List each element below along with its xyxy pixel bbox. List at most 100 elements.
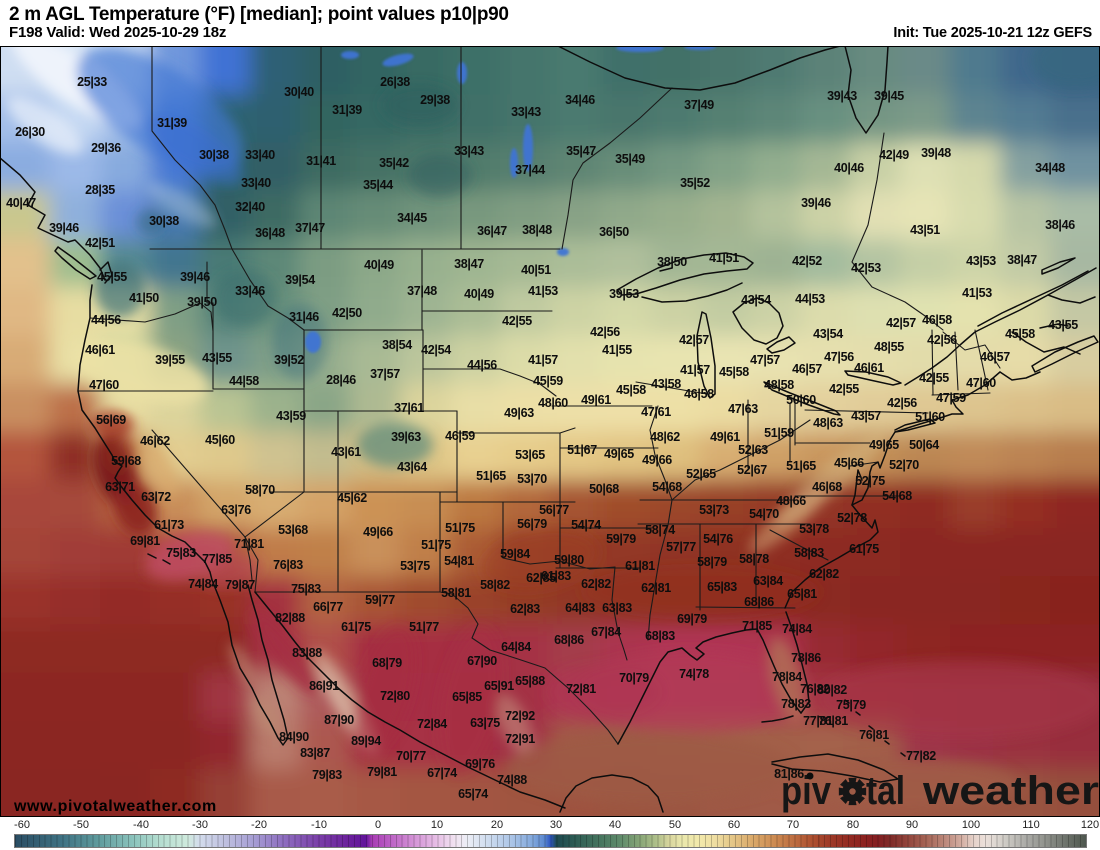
svg-text:41|51: 41|51 [709,251,739,265]
svg-text:www.pivotalweather.com: www.pivotalweather.com [13,798,217,815]
svg-text:49|65: 49|65 [604,447,634,461]
svg-text:39|63: 39|63 [391,430,421,444]
svg-text:30|40: 30|40 [284,85,314,99]
svg-text:63|83: 63|83 [602,601,632,615]
svg-text:58|79: 58|79 [697,555,727,569]
svg-text:69|76: 69|76 [465,757,495,771]
svg-text:45|59: 45|59 [533,374,563,388]
svg-text:78|86: 78|86 [791,651,821,665]
svg-text:74|88: 74|88 [497,773,527,787]
svg-text:45|62: 45|62 [337,491,367,505]
svg-text:51|75: 51|75 [445,521,475,535]
svg-text:37|47: 37|47 [295,221,325,235]
svg-text:45|58: 45|58 [1005,327,1035,341]
svg-text:50|60: 50|60 [786,393,816,407]
svg-text:42|57: 42|57 [679,333,709,347]
svg-text:61|75: 61|75 [849,542,879,556]
svg-text:39|50: 39|50 [187,295,217,309]
svg-text:75|79: 75|79 [836,698,866,712]
svg-text:83|88: 83|88 [292,646,322,660]
svg-text:65|88: 65|88 [515,674,545,688]
svg-text:56|79: 56|79 [517,517,547,531]
svg-text:70|77: 70|77 [396,749,426,763]
svg-text:72|92: 72|92 [505,709,535,723]
svg-text:29|38: 29|38 [420,93,450,107]
svg-text:38|46: 38|46 [1045,218,1075,232]
svg-text:59|68: 59|68 [111,454,141,468]
svg-text:61|75: 61|75 [341,620,371,634]
svg-text:62|85: 62|85 [526,571,556,585]
svg-text:29|36: 29|36 [91,141,121,155]
svg-text:39|46: 39|46 [801,196,831,210]
svg-text:26|38: 26|38 [380,75,410,89]
svg-text:40|46: 40|46 [834,161,864,175]
svg-text:71|81: 71|81 [234,537,264,551]
svg-text:33|40: 33|40 [241,176,271,190]
svg-text:67|74: 67|74 [427,766,457,780]
svg-text:weather: weather [922,769,1099,813]
svg-text:46|58: 46|58 [922,313,952,327]
svg-text:52|63: 52|63 [738,443,768,457]
svg-text:53|75: 53|75 [400,559,430,573]
svg-text:39|55: 39|55 [155,353,185,367]
svg-text:77|81: 77|81 [803,714,833,728]
svg-text:46|61: 46|61 [85,343,115,357]
svg-text:61|83: 61|83 [541,569,571,583]
svg-text:43|53: 43|53 [966,254,996,268]
svg-text:65|83: 65|83 [707,580,737,594]
svg-text:43|57: 43|57 [851,409,881,423]
svg-text:53|78: 53|78 [799,522,829,536]
svg-text:43|54: 43|54 [741,293,771,307]
svg-text:37|57: 37|57 [370,367,400,381]
svg-text:43|54: 43|54 [813,327,843,341]
svg-text:62|82: 62|82 [581,577,611,591]
svg-text:72|81: 72|81 [566,682,596,696]
svg-text:77|82: 77|82 [906,749,936,763]
svg-text:79|87: 79|87 [225,578,255,592]
svg-text:42|49: 42|49 [879,148,909,162]
svg-text:81|86: 81|86 [774,767,804,781]
svg-text:31|46: 31|46 [289,310,319,324]
svg-text:tal: tal [866,769,905,813]
svg-text:43|51: 43|51 [910,223,940,237]
svg-text:58|78: 58|78 [739,552,769,566]
svg-text:35|52: 35|52 [680,176,710,190]
svg-text:58|81: 58|81 [441,586,471,600]
svg-text:52|75: 52|75 [855,474,885,488]
svg-text:87|90: 87|90 [324,713,354,727]
svg-text:68|79: 68|79 [372,656,402,670]
svg-text:49|61: 49|61 [710,430,740,444]
svg-text:43|55: 43|55 [202,351,232,365]
svg-text:35|44: 35|44 [363,178,393,192]
svg-text:41|55: 41|55 [602,343,632,357]
svg-text:40|49: 40|49 [364,258,394,272]
svg-text:39|48: 39|48 [921,146,951,160]
svg-text:38|47: 38|47 [454,257,484,271]
svg-text:44|56: 44|56 [467,358,497,372]
svg-text:40|49: 40|49 [464,287,494,301]
svg-text:74|78: 74|78 [679,667,709,681]
svg-text:62|82: 62|82 [809,567,839,581]
svg-text:33|43: 33|43 [454,144,484,158]
svg-text:77|85: 77|85 [202,552,232,566]
svg-text:56|77: 56|77 [539,503,569,517]
svg-text:67|84: 67|84 [591,625,621,639]
svg-text:62|81: 62|81 [641,581,671,595]
svg-text:46|57: 46|57 [980,350,1010,364]
svg-text:68|86: 68|86 [744,595,774,609]
svg-text:53|68: 53|68 [278,523,308,537]
svg-text:42|56: 42|56 [927,333,957,347]
svg-text:63|76: 63|76 [221,503,251,517]
svg-text:44|58: 44|58 [229,374,259,388]
svg-text:41|50: 41|50 [129,291,159,305]
svg-text:54|68: 54|68 [652,480,682,494]
svg-text:46|68: 46|68 [812,480,842,494]
svg-text:51|60: 51|60 [915,410,945,424]
svg-text:34|45: 34|45 [397,211,427,225]
svg-text:54|76: 54|76 [703,532,733,546]
svg-text:53|65: 53|65 [515,448,545,462]
svg-text:44|56: 44|56 [91,313,121,327]
svg-text:51|77: 51|77 [409,620,439,634]
svg-text:52|67: 52|67 [737,463,767,477]
svg-text:33|43: 33|43 [511,105,541,119]
